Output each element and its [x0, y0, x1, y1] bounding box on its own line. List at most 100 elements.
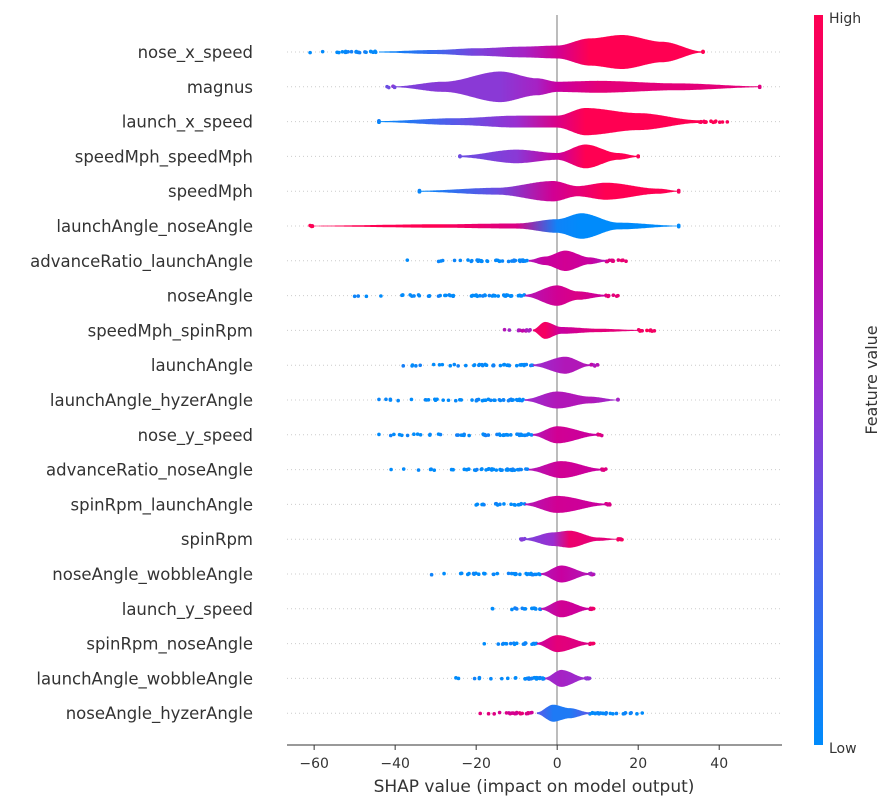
shap-dot	[517, 467, 522, 472]
shap-dot	[491, 363, 496, 368]
shap-dot	[640, 711, 645, 715]
shap-dot	[502, 327, 507, 332]
feature-row-launchAngle_hyzerAngle	[377, 391, 620, 409]
feature-label: launchAngle_hyzerAngle	[50, 391, 253, 411]
shap-dot	[520, 258, 524, 262]
shap-dot	[456, 364, 460, 368]
shap-dot	[497, 710, 502, 715]
shap-dot	[530, 642, 534, 647]
shap-dot	[497, 259, 502, 264]
shap-dot	[616, 258, 621, 262]
feature-label: noseAngle	[167, 287, 253, 306]
feature-label: speedMph_speedMph	[75, 147, 253, 167]
shap-dot	[611, 293, 616, 298]
feature-label: spinRpm_noseAngle	[86, 635, 253, 655]
feature-row-noseAngle_hyzerAngle	[478, 704, 645, 722]
shap-dot	[483, 433, 488, 438]
shap-dot	[416, 468, 421, 472]
violin-shape	[524, 391, 618, 409]
shap-dot	[475, 502, 480, 507]
shap-dot	[466, 258, 470, 262]
shap-dot	[676, 224, 681, 228]
shap-dot	[523, 607, 528, 611]
shap-dot	[428, 467, 433, 472]
violin-shape	[379, 108, 699, 136]
shap-dot	[405, 258, 410, 262]
shap-dot	[436, 432, 441, 436]
feature-label: launchAngle_wobbleAngle	[36, 669, 253, 689]
shap-dot	[638, 328, 643, 333]
shap-dot	[624, 259, 628, 264]
shap-dot	[492, 293, 497, 298]
shap-dot	[400, 293, 405, 297]
colorbar-label: Feature value	[862, 325, 881, 434]
shap-dot	[505, 676, 510, 681]
shap-dot	[622, 711, 627, 716]
shap-dot	[614, 711, 619, 716]
shap-dot	[410, 363, 415, 367]
shap-dot	[412, 432, 416, 436]
shap-dot	[645, 328, 649, 333]
shap-dot	[502, 502, 506, 506]
shap-dot	[538, 607, 542, 611]
shap-dot	[499, 676, 504, 681]
shap-dot	[513, 675, 518, 680]
shap-dot	[389, 467, 393, 472]
colorbar	[814, 15, 823, 745]
shap-dot	[453, 398, 458, 403]
feature-row-advanceRatio_noseAngle	[389, 461, 608, 479]
shap-dot	[440, 258, 445, 263]
x-tick-label: 0	[553, 756, 562, 772]
shap-dot	[506, 398, 511, 403]
shap-dot	[486, 397, 491, 402]
shap-dot	[428, 433, 432, 437]
shap-dot	[621, 258, 625, 262]
shap-dot	[509, 502, 513, 507]
shap-dot	[585, 676, 590, 680]
shap-dot	[475, 294, 480, 299]
shap-dot	[520, 329, 525, 333]
violin-shape	[419, 181, 679, 202]
feature-label: nose_x_speed	[138, 43, 253, 63]
violin-shape	[532, 321, 639, 339]
feature-row-spinRpm_noseAngle	[482, 635, 596, 653]
shap-dot	[523, 259, 528, 263]
shap-dot	[503, 641, 508, 646]
shap-dot	[309, 224, 314, 229]
shap-dot	[492, 712, 496, 716]
violin-shape	[524, 285, 606, 306]
shap-dot	[377, 432, 381, 437]
x-tick-label: −20	[461, 756, 491, 772]
shap-dot	[525, 572, 529, 577]
shap-dot	[418, 363, 423, 368]
x-tick-label: −60	[299, 756, 329, 772]
shap-dot	[477, 362, 482, 367]
shap-dot	[510, 607, 514, 612]
shap-dot	[538, 675, 542, 680]
shap-dot	[432, 468, 437, 473]
shap-dot	[605, 259, 610, 264]
shap-dot	[459, 433, 464, 437]
shap-dot	[495, 571, 500, 576]
shap-dot	[337, 50, 341, 55]
shap-dot	[417, 188, 422, 193]
shap-dot	[529, 571, 533, 576]
shap-dot	[508, 433, 513, 437]
feature-row-nose_y_speed	[377, 426, 604, 444]
shap-dot	[528, 363, 533, 368]
feature-label: launch_x_speed	[122, 113, 253, 133]
shap-dot	[441, 398, 445, 402]
shap-dot	[507, 328, 512, 332]
feature-label: speedMph	[168, 182, 253, 201]
feature-row-spinRpm_launchAngle	[474, 495, 612, 513]
x-tick-label: −40	[380, 756, 410, 772]
shap-dot	[497, 397, 502, 402]
shap-dot	[512, 641, 516, 645]
shap-dot	[452, 258, 457, 263]
shap-dot	[629, 710, 633, 715]
feature-row-advanceRatio_launchAngle	[405, 250, 628, 271]
shap-dot	[494, 468, 499, 472]
shap-dot	[436, 294, 441, 298]
shap-dot	[408, 293, 412, 297]
